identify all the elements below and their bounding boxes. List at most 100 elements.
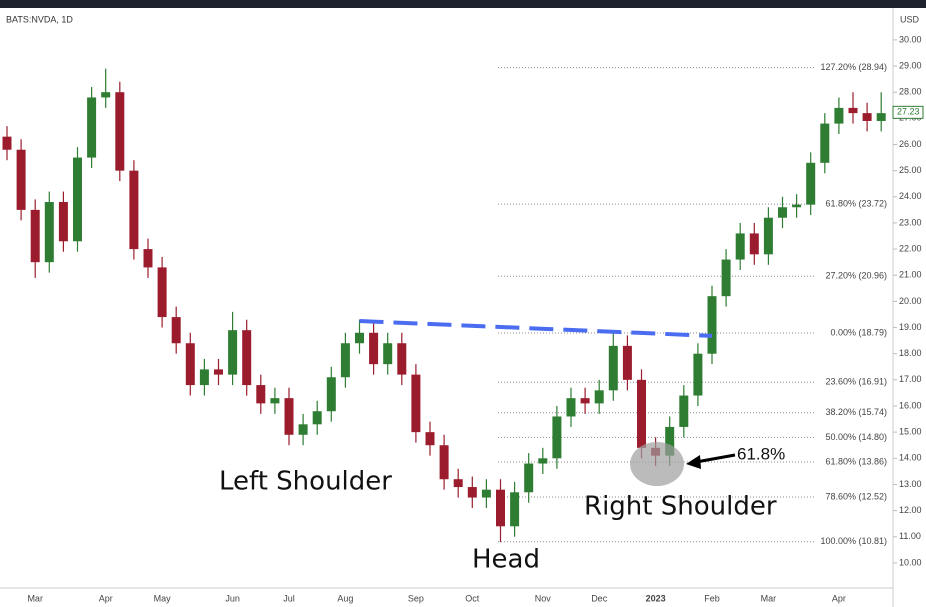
candle-body	[425, 432, 435, 446]
y-tick-label: 30.00	[899, 34, 922, 44]
annotation: 61.8%	[737, 444, 785, 463]
y-tick-label: 14.00	[899, 453, 922, 463]
annotation: Left Shoulder	[219, 467, 392, 497]
x-tick-label: Dec	[591, 593, 608, 603]
fib-label: 61.80% (23.72)	[825, 198, 887, 208]
y-tick-label: 10.00	[899, 557, 922, 567]
candle-body	[481, 489, 491, 498]
x-tick-label: Sep	[408, 593, 424, 603]
candle-body	[115, 92, 125, 171]
candle-body	[16, 149, 26, 210]
highlight-ellipse	[630, 442, 684, 486]
annotation: Right Shoulder	[584, 492, 777, 522]
candle-body	[143, 249, 153, 268]
y-tick-label: 25.00	[899, 165, 922, 175]
chart-title: BATS:NVDA, 1D	[6, 14, 73, 24]
y-tick-label: 18.00	[899, 348, 922, 358]
y-tick-label: 20.00	[899, 296, 922, 306]
x-tick-label: Oct	[465, 593, 480, 603]
fib-label: 127.20% (28.94)	[820, 62, 887, 72]
x-tick-label: Apr	[832, 593, 846, 603]
annotation: Head	[472, 545, 540, 575]
candle-body	[157, 267, 167, 318]
y-tick-label: 22.00	[899, 243, 922, 253]
candle-body	[538, 458, 548, 464]
last-price-tag	[892, 105, 924, 119]
candle-body	[185, 343, 195, 386]
candle-body	[862, 113, 872, 121]
y-tick-label: 24.00	[899, 191, 922, 201]
fib-label: 0.00% (18.79)	[830, 327, 887, 337]
candle-body	[369, 332, 379, 365]
candle-body	[397, 343, 407, 375]
candle-body	[228, 330, 238, 375]
x-tick-label: May	[154, 593, 172, 603]
candle-body	[326, 377, 336, 412]
currency-label: USD	[900, 14, 920, 24]
candle-body	[87, 97, 97, 158]
candle-body	[73, 157, 82, 242]
last-price-label: 27.23	[897, 107, 920, 117]
y-tick-label: 16.00	[899, 400, 922, 410]
x-tick-label: Apr	[99, 593, 113, 603]
y-tick-label: 13.00	[899, 479, 922, 489]
candle-body	[876, 113, 886, 121]
arrow-head	[686, 455, 701, 469]
x-tick-label: Jul	[283, 593, 295, 603]
candle-body	[340, 343, 350, 378]
y-tick-label: 12.00	[899, 505, 922, 515]
candle-body	[806, 162, 816, 205]
x-tick-label: Aug	[337, 593, 353, 603]
candle-body	[439, 445, 449, 480]
candle-body	[30, 209, 40, 263]
candle-body	[411, 374, 421, 433]
y-tick-label: 21.00	[899, 270, 922, 280]
candle-body	[270, 398, 280, 404]
y-tick-label: 28.00	[899, 87, 922, 97]
candle-body	[284, 398, 294, 435]
candle-body	[256, 385, 266, 404]
y-tick-label: 23.00	[899, 217, 922, 227]
arrow-shaft	[695, 453, 736, 464]
candle-body	[735, 233, 745, 260]
fib-label: 27.20% (20.96)	[825, 271, 887, 281]
candle-body	[496, 489, 505, 527]
candle-body	[2, 136, 12, 150]
candle-body	[58, 202, 68, 242]
candle-body	[214, 369, 223, 375]
candle-body	[101, 92, 111, 98]
candle-body	[312, 411, 322, 425]
candle-body	[298, 424, 308, 435]
candle-body	[707, 296, 717, 354]
candle-body	[622, 345, 632, 380]
candle-body	[820, 123, 830, 163]
candle-body	[355, 332, 364, 344]
candle-body	[834, 107, 844, 124]
candle-body	[693, 353, 703, 396]
fib-label: 61.80% (13.86)	[825, 456, 887, 466]
candle-body	[848, 107, 858, 114]
x-tick-label: Feb	[704, 593, 720, 603]
fib-label: 23.60% (16.91)	[825, 377, 887, 387]
candle-body	[383, 343, 393, 365]
candle-body	[467, 487, 477, 498]
fib-label: 100.00% (10.81)	[820, 536, 887, 546]
y-tick-label: 15.00	[899, 427, 922, 437]
y-tick-label: 29.00	[899, 60, 922, 70]
candle-body	[580, 398, 590, 404]
y-tick-label: 26.00	[899, 139, 922, 149]
candle-body	[608, 345, 618, 391]
candle-body	[721, 259, 731, 297]
neckline	[359, 319, 713, 338]
x-tick-label: Mar	[761, 593, 777, 603]
candle-body	[199, 369, 209, 386]
x-tick-label: Nov	[535, 593, 552, 603]
y-tick-label: 17.00	[899, 374, 922, 384]
y-tick-label: 19.00	[899, 322, 922, 332]
candle-body	[552, 416, 562, 459]
fib-label: 50.00% (14.80)	[825, 432, 887, 442]
candle-body	[778, 207, 787, 218]
candle-body	[510, 492, 520, 527]
